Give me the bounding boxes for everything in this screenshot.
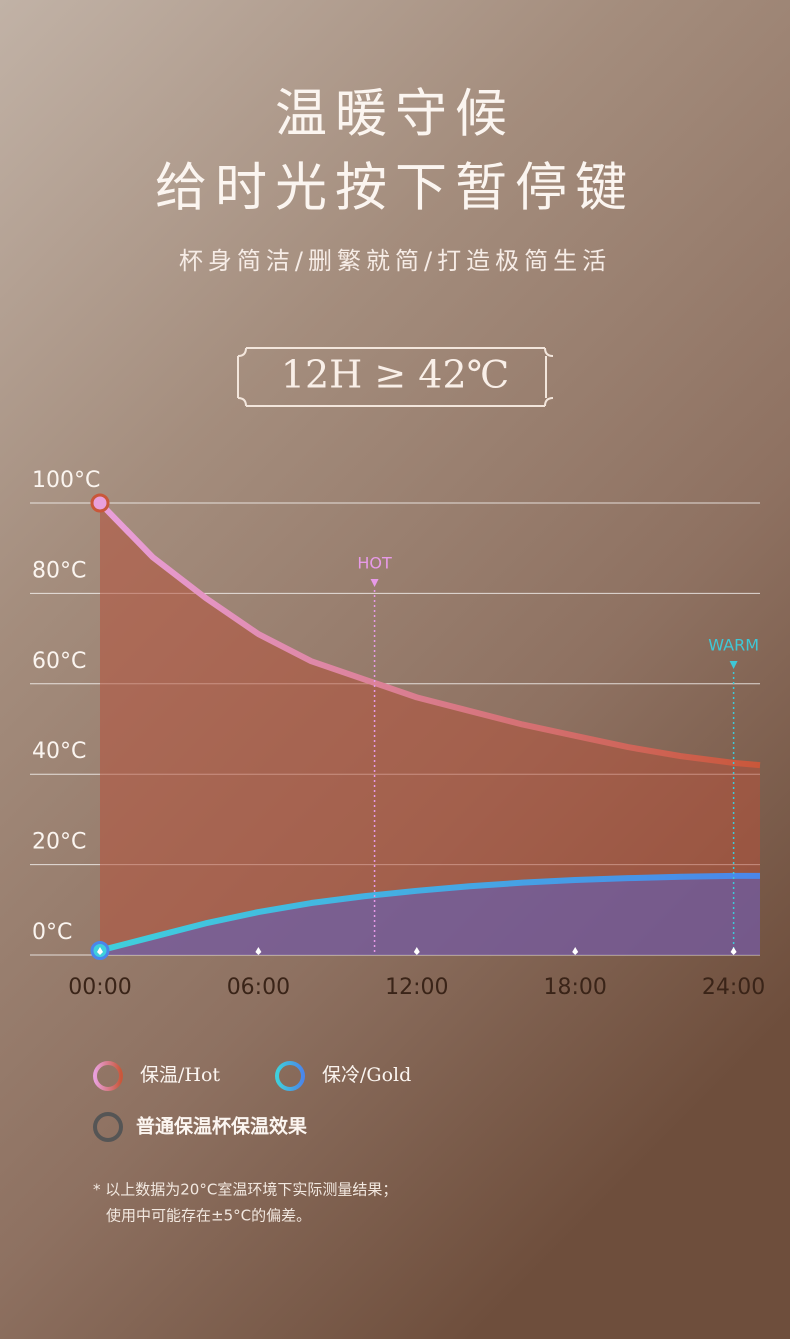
series-line [97, 500, 761, 769]
title-line: 温暖守候 [275, 85, 515, 145]
title-line: 给时光按下暂停键 [155, 159, 635, 219]
y-tick-label: 20°C [32, 830, 86, 855]
x-tick-label: 18:00 [543, 975, 606, 1000]
subtitle: 杯身简洁/删繁就简/打造极简生活 [179, 247, 611, 275]
start-point [90, 493, 110, 513]
legend-label: 保温/Hot [140, 1064, 220, 1086]
annotation-arrow [370, 579, 379, 587]
footnote: 使用中可能存在±5°C的偏差。 [106, 1207, 311, 1225]
footnote: * 以上数据为20°C室温环境下实际测量结果； [93, 1181, 397, 1199]
x-tick-label: 00:00 [68, 975, 131, 1000]
legend-swatch [93, 1061, 123, 1091]
y-tick-label: 80°C [32, 558, 86, 583]
badge: 12H ≥ 42℃ [281, 353, 509, 397]
y-tick-label: 40°C [32, 739, 86, 764]
annotation-label: WARM [708, 636, 759, 655]
y-tick-label: 60°C [32, 649, 86, 674]
legend-label: 普通保温杯保温效果 [136, 1115, 307, 1138]
x-tick-label: 24:00 [702, 975, 765, 1000]
chart: 0°C 20°C 40°C 60°C 80°C 100°C HOT WARM 00:00 06:0… [30, 468, 765, 1225]
area [100, 503, 760, 955]
annotation-arrow [729, 661, 738, 669]
annotation-label: HOT [357, 554, 392, 573]
x-tick-mark [97, 947, 103, 955]
x-tick-label: 12:00 [385, 975, 448, 1000]
badge-frame [237, 347, 554, 407]
series-line [99, 872, 760, 954]
area [100, 875, 760, 955]
x-tick-mark [572, 947, 579, 955]
y-tick-label: 100°C [32, 468, 100, 493]
legend-swatch [93, 1112, 123, 1142]
x-tick-mark [730, 947, 737, 955]
y-tick-label: 0°C [32, 920, 72, 945]
x-tick-mark [255, 947, 262, 955]
legend-swatch [275, 1061, 305, 1091]
x-tick-mark [413, 947, 420, 955]
x-tick-label: 06:00 [227, 975, 290, 1000]
legend-label: 保冷/Gold [322, 1064, 411, 1086]
